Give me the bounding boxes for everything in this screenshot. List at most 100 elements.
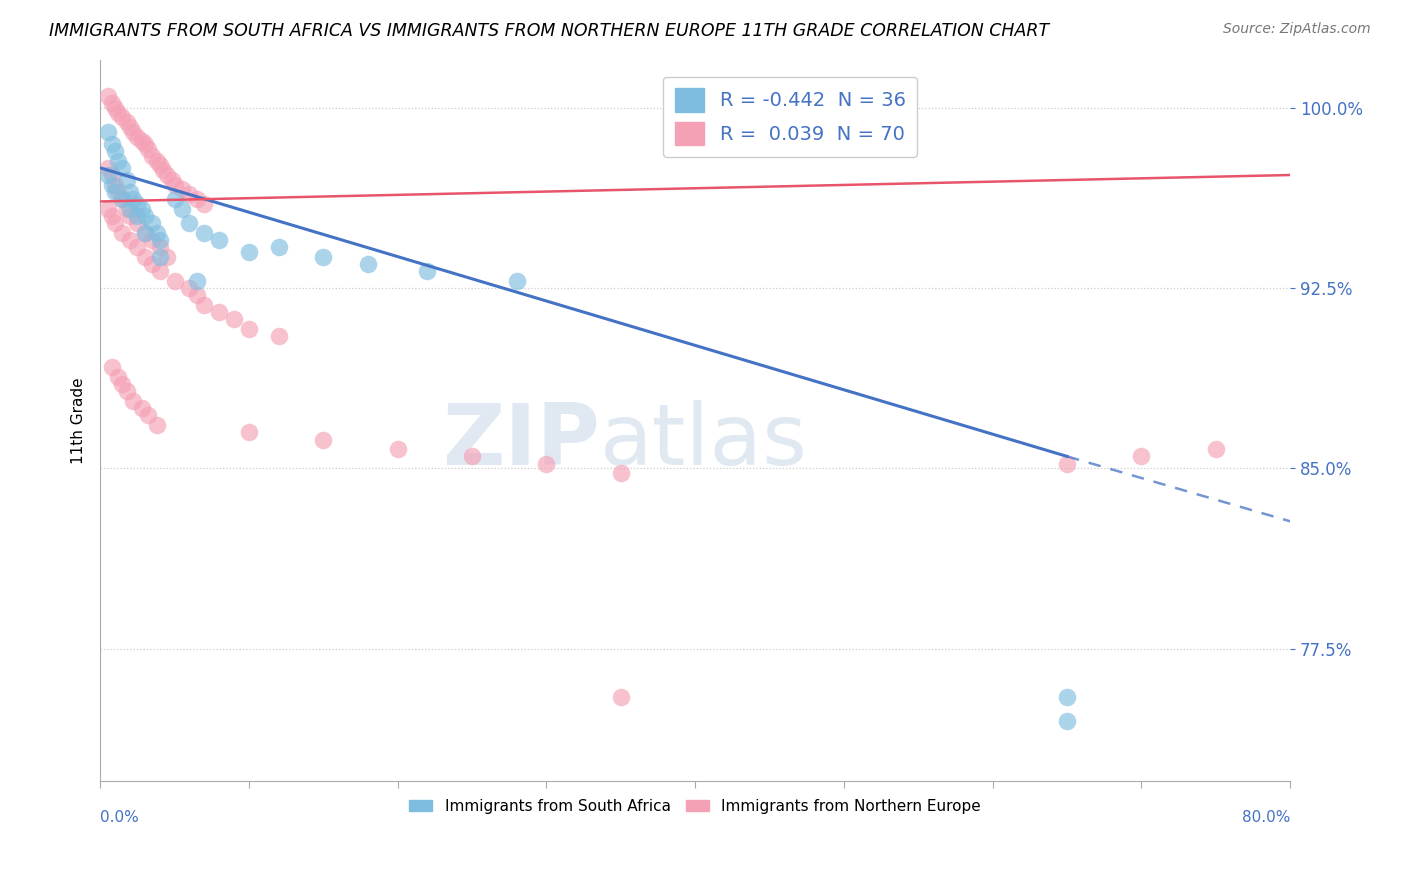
Point (145, 226, 167, 240)
Point (141, 149, 163, 163)
Point (238, 244, 260, 259)
Point (156, 168, 179, 182)
Point (127, 216, 149, 230)
Point (1205, 442, 1227, 457)
Point (145, 153, 167, 168)
Point (131, 202, 153, 216)
Point (149, 240, 172, 254)
Point (610, 690, 633, 704)
Point (1130, 450, 1153, 464)
Point (1056, 457, 1078, 471)
Point (186, 288, 208, 302)
Point (121, 394, 143, 409)
Point (141, 216, 163, 230)
Point (111, 377, 134, 392)
Point (610, 467, 633, 481)
Point (170, 182, 193, 196)
Point (134, 226, 156, 240)
Point (111, 161, 134, 175)
Point (127, 209, 149, 223)
Text: Source: ZipAtlas.com: Source: ZipAtlas.com (1223, 22, 1371, 37)
Point (134, 226, 156, 240)
Point (186, 274, 208, 288)
Point (208, 233, 231, 247)
Point (238, 425, 260, 440)
Text: 80.0%: 80.0% (1241, 810, 1291, 825)
Point (312, 433, 335, 447)
Point (387, 442, 409, 457)
Point (107, 185, 129, 199)
Point (97, 202, 120, 216)
Point (107, 370, 129, 384)
Point (238, 322, 260, 336)
Point (101, 136, 124, 151)
Point (115, 202, 138, 216)
Text: atlas: atlas (600, 401, 808, 483)
Point (145, 418, 167, 433)
Point (193, 197, 215, 211)
Point (118, 185, 141, 199)
Point (97, 168, 120, 182)
Point (101, 209, 124, 223)
Text: ZIP: ZIP (443, 401, 600, 483)
Point (505, 274, 527, 288)
Point (416, 264, 439, 278)
Point (97, 125, 120, 139)
Point (267, 329, 290, 343)
Point (208, 305, 231, 319)
Point (104, 178, 127, 192)
Point (312, 250, 335, 264)
Point (149, 264, 172, 278)
Point (104, 144, 127, 158)
Point (136, 409, 159, 423)
Point (149, 250, 172, 264)
Point (131, 134, 153, 148)
Point (141, 257, 163, 271)
Point (141, 233, 163, 247)
Point (461, 450, 484, 464)
Point (97, 161, 120, 175)
Text: 0.0%: 0.0% (100, 810, 139, 825)
Point (111, 192, 134, 206)
Point (179, 216, 201, 230)
Point (179, 187, 201, 202)
Point (357, 257, 380, 271)
Point (101, 95, 124, 110)
Point (186, 192, 208, 206)
Point (170, 202, 193, 216)
Point (101, 178, 124, 192)
Point (267, 240, 290, 254)
Point (152, 163, 174, 178)
Point (193, 226, 215, 240)
Point (104, 216, 127, 230)
Point (160, 173, 183, 187)
Point (97, 88, 120, 103)
Point (118, 209, 141, 223)
Point (156, 250, 179, 264)
Point (131, 401, 153, 416)
Point (163, 178, 186, 192)
Legend: Immigrants from South Africa, Immigrants from Northern Europe: Immigrants from South Africa, Immigrants… (404, 793, 987, 821)
Point (115, 384, 138, 399)
Point (107, 153, 129, 168)
Point (101, 168, 124, 182)
Point (101, 360, 124, 375)
Point (118, 120, 141, 134)
Point (115, 173, 138, 187)
Point (111, 226, 134, 240)
Point (107, 105, 129, 120)
Point (149, 233, 172, 247)
Point (127, 240, 149, 254)
Point (222, 312, 245, 326)
Point (111, 192, 134, 206)
Point (118, 233, 141, 247)
Point (104, 185, 127, 199)
Point (118, 202, 141, 216)
Point (136, 142, 159, 156)
Point (134, 209, 156, 223)
Point (163, 274, 186, 288)
Point (104, 101, 127, 115)
Point (163, 192, 186, 206)
Point (1056, 690, 1078, 704)
Point (134, 250, 156, 264)
